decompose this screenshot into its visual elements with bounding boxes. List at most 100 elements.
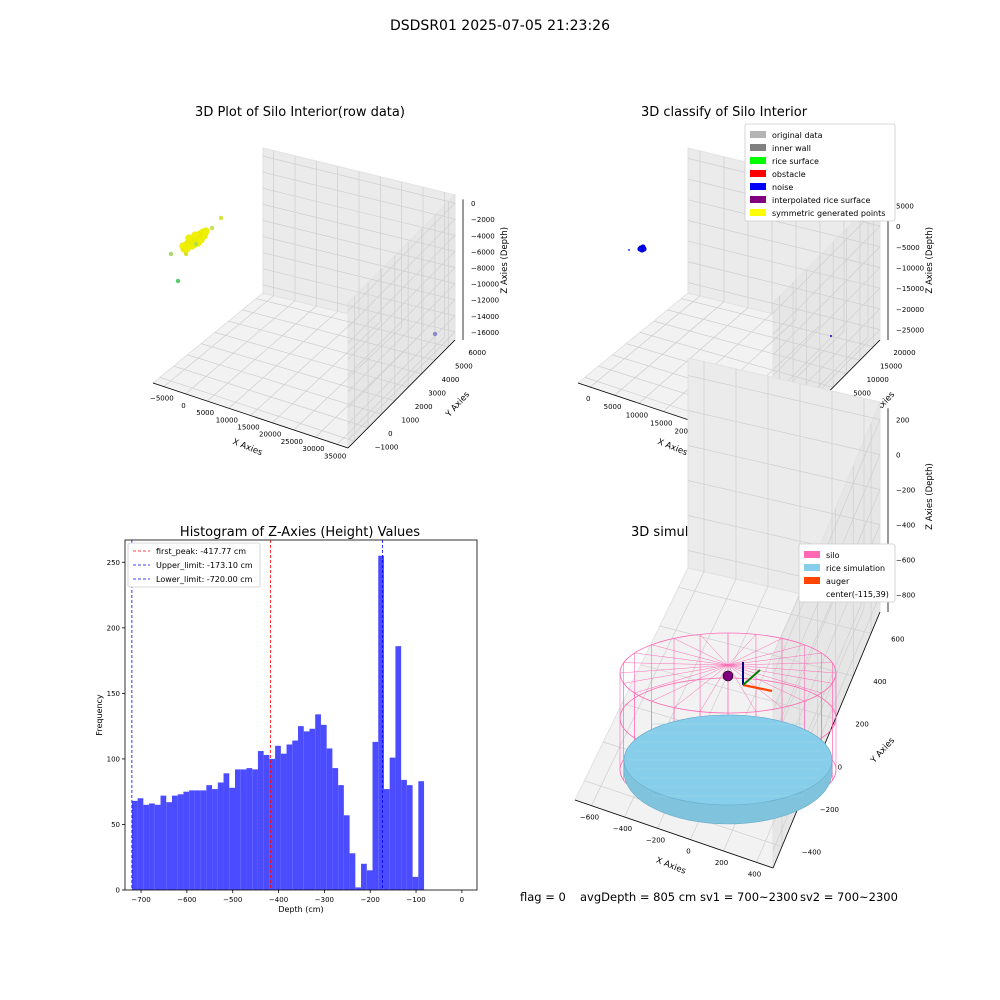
chart4-ztick-label: −800 <box>896 592 915 600</box>
chart4-silo-roof <box>651 644 729 666</box>
chart4-xtick-label: 200 <box>715 859 728 867</box>
chart1-ytick-label: 0 <box>388 430 392 438</box>
chart1-grid-z <box>262 236 456 392</box>
chart2-ytick-label: 15000 <box>880 362 902 370</box>
chart3-bar <box>229 787 235 890</box>
chart4-grid-x <box>591 571 705 806</box>
chart2-grid-y <box>653 320 847 375</box>
chart3-bar <box>361 863 367 890</box>
chart2-ztick-label: 5000 <box>896 202 914 210</box>
chart2-legend-label: interpolated rice surface <box>772 196 870 205</box>
chart3-bar <box>143 804 150 890</box>
chart2-grid-y <box>667 309 861 361</box>
chart3-frame <box>124 539 478 891</box>
chart3-bar <box>269 758 276 890</box>
chart1-y-axis-line <box>347 339 456 449</box>
chart1-ytick-label: 4000 <box>442 376 460 384</box>
chart4-grid-z <box>687 445 881 746</box>
chart3-bar <box>383 789 390 890</box>
chart2-ztick-label: −20000 <box>896 306 924 314</box>
chart2-ztick-label: −5000 <box>896 244 920 252</box>
chart4-y-axis-line <box>772 611 881 869</box>
chart4-ztick-label: 200 <box>896 417 909 425</box>
chart4-ytick-label: −400 <box>802 849 821 857</box>
chart4-xlabel: X Axies <box>654 856 687 877</box>
chart4-axis-arrow-y <box>742 669 761 686</box>
chart4-silo-roof <box>727 662 833 666</box>
chart1-ztick-label: −16000 <box>471 329 499 337</box>
chart2-xtick-label: 20000 <box>675 428 697 436</box>
chart3-bar <box>275 745 281 890</box>
chart1-ytick-label: −1000 <box>375 443 399 451</box>
chart4-x-axis-line <box>574 799 774 869</box>
chart2-grid-x <box>663 313 773 412</box>
chart4-legend-label: silo <box>826 551 840 560</box>
chart1-xtick-label: −5000 <box>150 395 174 403</box>
chart2-ztick-label: −25000 <box>896 327 924 335</box>
chart1-ytick-label: 1000 <box>401 416 419 424</box>
chart3-xtick-label: −700 <box>131 896 150 904</box>
sv1-text: sv1 = 700~2300 <box>700 890 798 904</box>
chart1-ytick-label: 6000 <box>468 349 486 357</box>
chart1-point <box>218 215 224 221</box>
chart3-xtick-label: −300 <box>315 896 334 904</box>
chart2-grid-x <box>638 307 749 404</box>
chart1-xlabel: X Axies <box>231 437 264 458</box>
chart4-ztick-label: 0 <box>896 452 900 460</box>
chart1-xtick-label: 25000 <box>281 438 303 446</box>
chart3-bar <box>309 728 316 890</box>
chart2-point-noise <box>628 249 630 251</box>
chart3-legend-label: Lower_limit: -720.00 cm <box>156 575 253 584</box>
chart4-silo-roof <box>634 652 729 666</box>
chart1-xtick-label: 5000 <box>196 409 214 417</box>
chart1-point <box>185 234 193 242</box>
chart4-silo-roof <box>651 664 729 702</box>
chart2-xtick-label: 10000 <box>626 411 648 419</box>
chart3-ytick-label: 50 <box>111 821 120 829</box>
chart2-legend-swatch <box>750 196 766 203</box>
chart3-bar <box>206 785 213 890</box>
chart1-grid-x <box>206 305 317 402</box>
chart2-legend <box>744 123 896 222</box>
chart3-bar <box>149 803 155 890</box>
chart3-bar <box>183 791 190 890</box>
chart2-ztick-label: −10000 <box>896 265 924 273</box>
chart3-bar <box>355 887 362 890</box>
chart3-bar <box>257 751 264 890</box>
chart1-x-axis-line <box>152 382 349 449</box>
chart1-grid-z <box>262 187 456 344</box>
chart1-point <box>175 278 181 284</box>
chart1-ylabel: Y Axies <box>443 389 472 420</box>
chart3-bar <box>378 555 384 890</box>
chart1-ytick-label: 5000 <box>455 362 473 370</box>
chart2-grid-x <box>589 295 701 388</box>
chart3-bar <box>326 748 333 890</box>
chart3-bar <box>223 773 230 890</box>
chart3-bar <box>166 802 172 890</box>
chart3-xtick-label: −100 <box>406 896 425 904</box>
chart2-ytick-label: 5000 <box>853 389 871 397</box>
chart1-point <box>183 251 189 257</box>
chart3-bar <box>286 744 293 890</box>
chart4-legend <box>798 543 896 603</box>
chart4-silo-roof <box>727 644 805 666</box>
chart4-grid-z <box>687 480 881 781</box>
chart1-grid-y <box>187 354 382 415</box>
chart4-silo-roof <box>727 664 805 702</box>
chart1-point <box>191 231 199 239</box>
sv2-text: sv2 = 700~2300 <box>800 890 898 904</box>
chart3-bar <box>320 724 327 890</box>
chart3-ylabel: Frequency <box>95 694 104 736</box>
chart2-title: 3D classify of Silo Interior <box>641 105 808 120</box>
chart1-ztick-label: −4000 <box>471 232 495 240</box>
chart3-ytick-label: 150 <box>107 690 120 698</box>
chart1-ztick-label: −8000 <box>471 265 495 273</box>
chart1-grid-z <box>262 220 456 376</box>
chart2-legend-swatch <box>750 131 766 138</box>
chart3-bar <box>395 646 402 890</box>
chart4-zlabel: Z Axies (Depth) <box>925 463 935 530</box>
chart1-ztick-label: −6000 <box>471 248 495 256</box>
chart4-ztick-label: −400 <box>896 522 915 530</box>
chart1-point <box>432 331 438 337</box>
